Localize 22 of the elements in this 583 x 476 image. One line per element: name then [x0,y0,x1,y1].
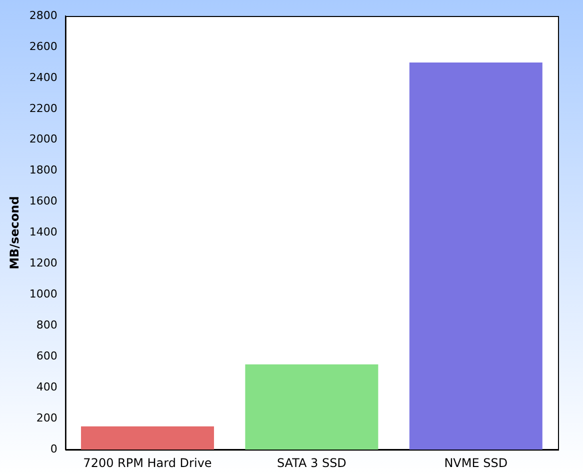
y-tick-label: 2200 [29,102,58,115]
y-tick-label: 2600 [29,40,58,53]
y-tick-label: 2400 [29,70,58,84]
x-tick-label: 7200 RPM Hard Drive [83,456,212,470]
bar [245,364,378,450]
y-tick-label: 2800 [29,8,58,22]
x-tick-label: NVME SSD [444,456,508,470]
y-tick-label: 200 [36,411,58,424]
y-tick-label: 1000 [29,288,58,301]
bar [80,426,214,450]
y-tick-label: 1400 [29,226,58,239]
y-tick-label: 2000 [29,132,58,146]
y-tick-label: 1200 [29,256,58,270]
y-axis-title: MB/second [7,196,22,270]
y-tick-label: 600 [36,350,58,363]
x-tick-label: SATA 3 SSD [276,456,346,470]
y-tick-label: 0 [50,442,58,456]
bar [409,62,542,450]
y-tick-label: 800 [36,318,58,332]
y-tick-label: 400 [36,380,58,394]
y-tick-label: 1800 [29,164,58,177]
y-tick-label: 1600 [29,194,58,208]
